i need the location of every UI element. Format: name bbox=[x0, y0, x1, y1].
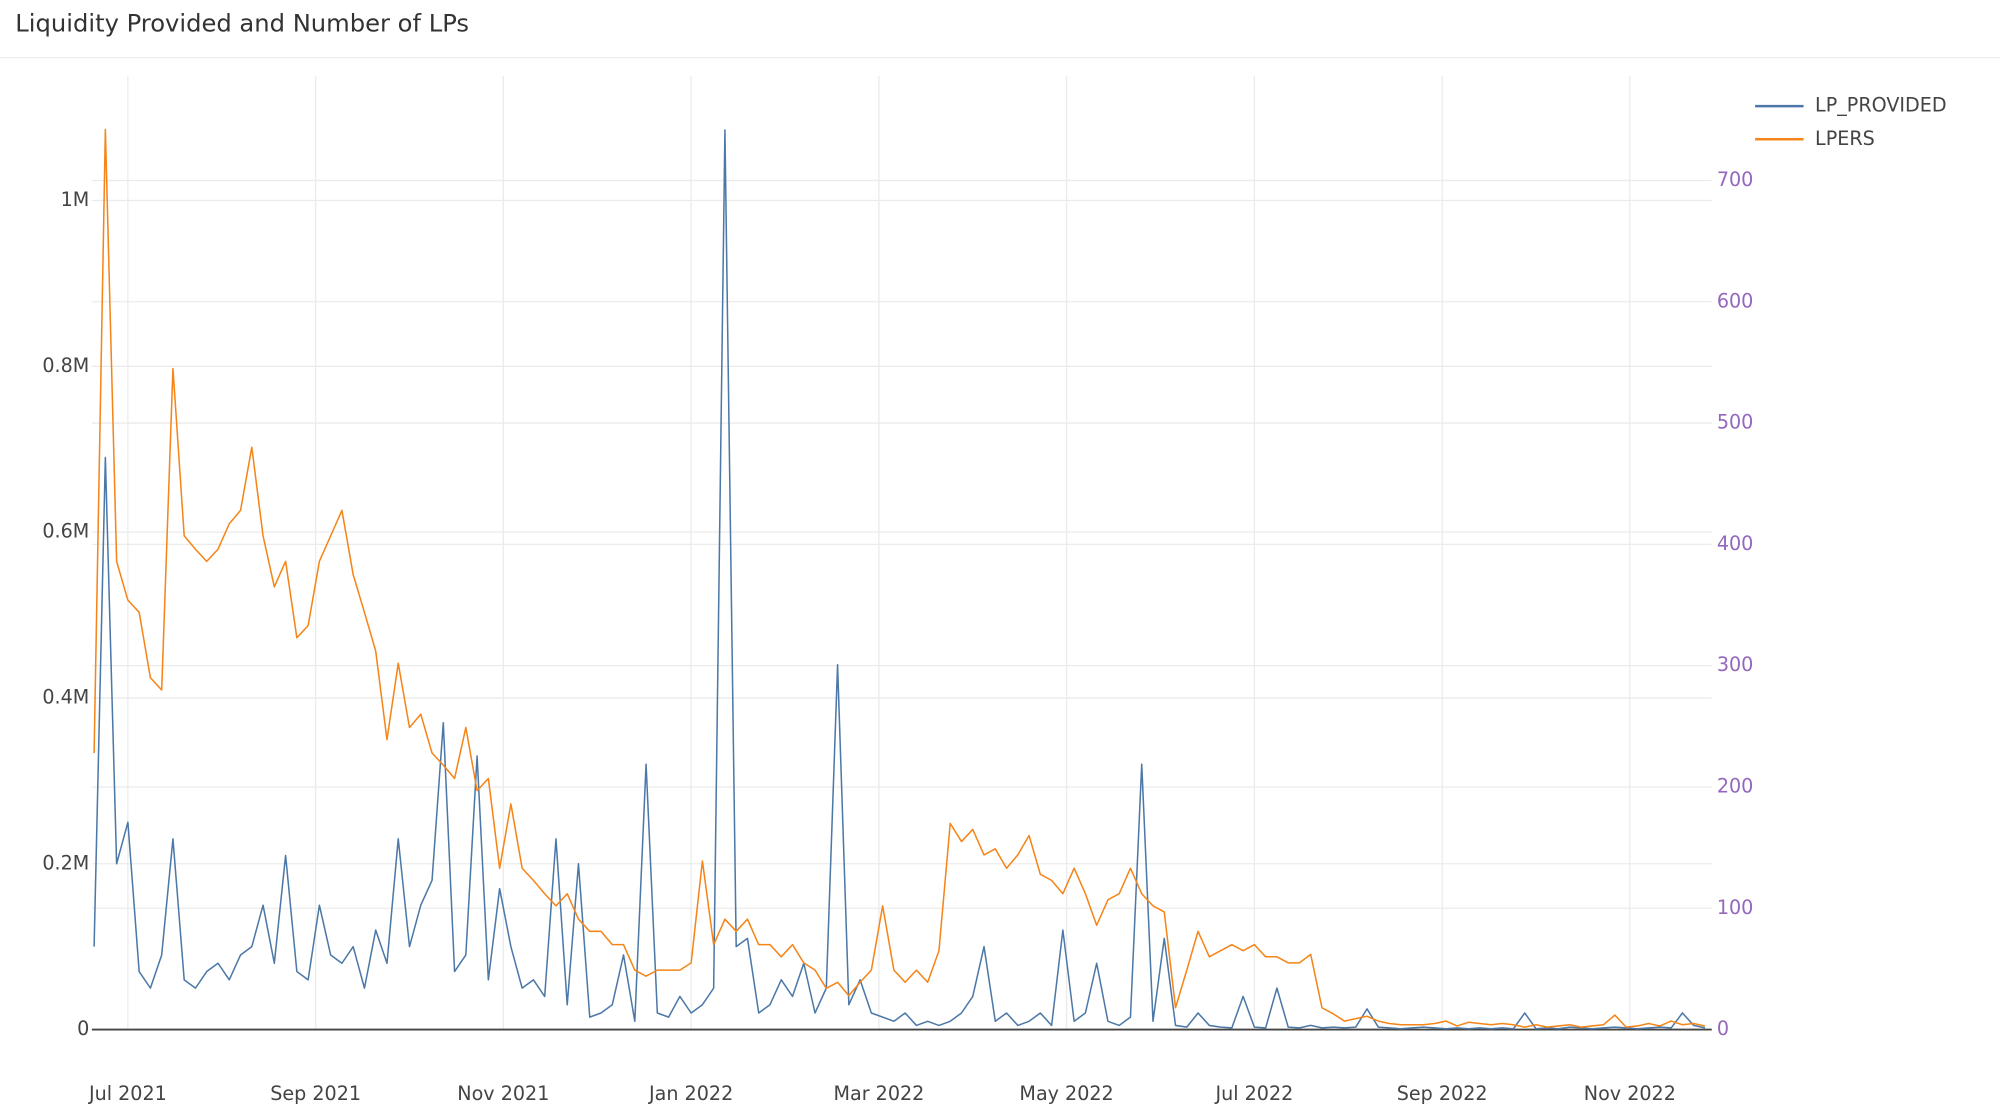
y2-tick-label: 600 bbox=[1717, 289, 1754, 312]
y-tick-label: 0 bbox=[77, 1017, 89, 1040]
y-tick-label: 1M bbox=[61, 188, 90, 211]
y2-tick-label: 700 bbox=[1717, 168, 1754, 191]
x-tick-label: Nov 2022 bbox=[1584, 1082, 1676, 1105]
x-tick-label: Jan 2022 bbox=[648, 1082, 733, 1105]
x-tick-label: Jul 2021 bbox=[88, 1082, 167, 1105]
legend-label: LP_PROVIDED bbox=[1815, 94, 1947, 117]
series-line bbox=[93, 129, 1706, 1030]
y2-tick-label: 300 bbox=[1717, 653, 1754, 676]
x-tick-label: Mar 2022 bbox=[833, 1082, 924, 1105]
y-tick-label: 0.8M bbox=[42, 354, 89, 377]
x-tick-label: Sep 2022 bbox=[1397, 1082, 1488, 1105]
x-tick-label: Nov 2021 bbox=[457, 1082, 549, 1105]
legend-label: LPERS bbox=[1815, 127, 1875, 150]
y2-tick-label: 0 bbox=[1717, 1017, 1729, 1040]
y2-tick-label: 500 bbox=[1717, 411, 1754, 434]
y-tick-label: 0.4M bbox=[42, 685, 89, 708]
x-tick-label: Sep 2021 bbox=[270, 1082, 361, 1105]
chart-title: Liquidity Provided and Number of LPs bbox=[15, 9, 469, 37]
y2-tick-label: 100 bbox=[1717, 896, 1754, 919]
x-tick-label: May 2022 bbox=[1019, 1082, 1113, 1105]
x-tick-label: Jul 2022 bbox=[1214, 1082, 1293, 1105]
y2-tick-label: 200 bbox=[1717, 774, 1754, 797]
y2-tick-label: 400 bbox=[1717, 532, 1754, 555]
y-tick-label: 0.2M bbox=[42, 851, 89, 874]
y-tick-label: 0.6M bbox=[42, 520, 89, 543]
series-line bbox=[93, 128, 1706, 1028]
